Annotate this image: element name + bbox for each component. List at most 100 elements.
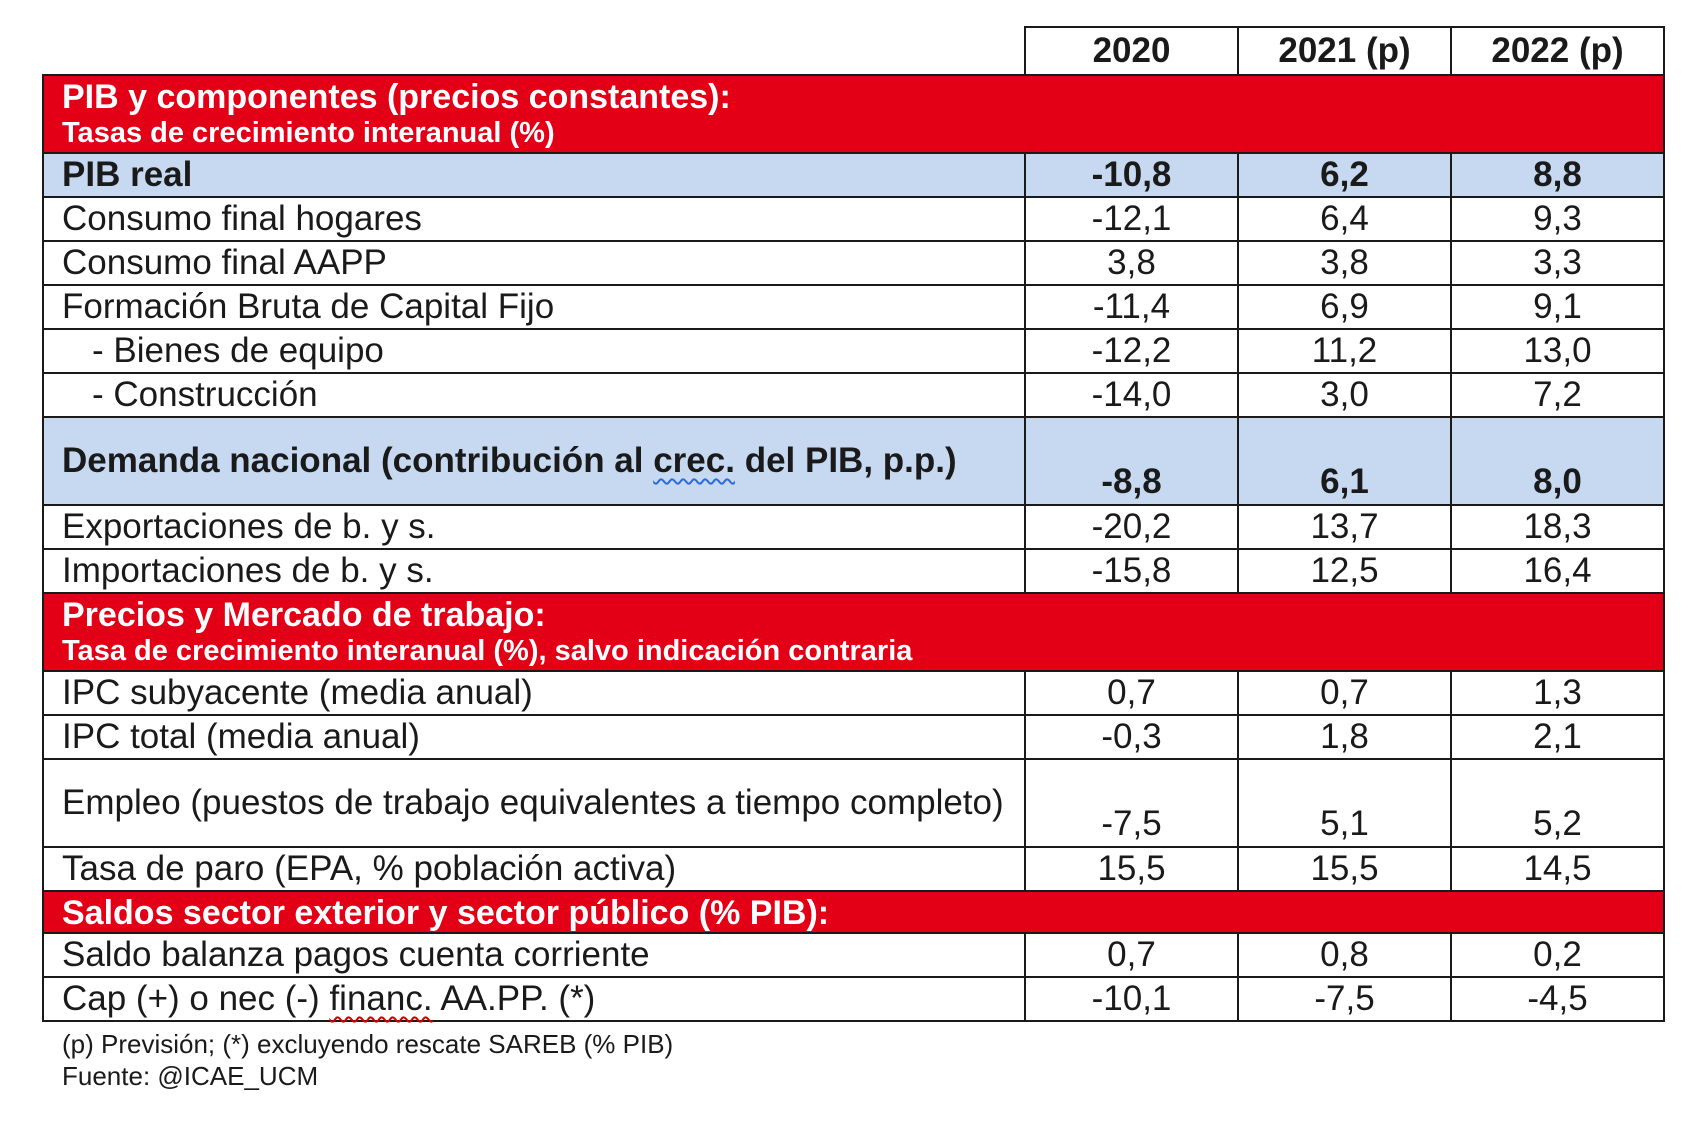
table-row-pib-real: PIB real -10,8 6,2 8,8 <box>42 152 1665 198</box>
section-header-cell: Saldos sector exterior y sector público … <box>42 890 1665 934</box>
table-row-empleo: Empleo (puestos de trabajo equivalentes … <box>42 758 1665 848</box>
value-2021: 6,1 <box>1237 416 1452 506</box>
value-2022: 5,2 <box>1450 758 1665 848</box>
value-2020: 15,5 <box>1024 846 1239 892</box>
spellcheck-flagged-word: crec. <box>653 441 735 480</box>
value-2022: 14,5 <box>1450 846 1665 892</box>
section-title: PIB y componentes (precios constantes): <box>62 78 731 116</box>
row-label: PIB real <box>42 152 1026 198</box>
table-row-construccion: - Construcción -14,0 3,0 7,2 <box>42 372 1665 418</box>
row-label: Tasa de paro (EPA, % población activa) <box>42 846 1026 892</box>
source-note: Fuente: @ICAE_UCM <box>62 1061 319 1091</box>
value-2021: 6,4 <box>1237 196 1452 242</box>
value-2022: 0,2 <box>1450 932 1665 978</box>
row-label: - Construcción <box>42 372 1026 418</box>
value-2020: 0,7 <box>1024 932 1239 978</box>
table-notes: (p) Previsión; (*) excluyendo rescate SA… <box>42 1028 1664 1092</box>
section-header-precios: Precios y Mercado de trabajo: Tasa de cr… <box>42 592 1665 672</box>
value-2020: -12,1 <box>1024 196 1239 242</box>
section-subtitle: Tasas de crecimiento interanual (%) <box>62 117 555 149</box>
table-row-cap-nec: Cap (+) o nec (-) financ. AA.PP. (*) -10… <box>42 976 1665 1022</box>
value-2021: 12,5 <box>1237 548 1452 594</box>
table-row-consumo-hogares: Consumo final hogares -12,1 6,4 9,3 <box>42 196 1665 242</box>
table-row-saldo-balanza: Saldo balanza pagos cuenta corriente 0,7… <box>42 932 1665 978</box>
value-2020: -15,8 <box>1024 548 1239 594</box>
value-2022: 2,1 <box>1450 714 1665 760</box>
row-label-part: AA.PP. (*) <box>432 979 596 1018</box>
table-row-demanda-nacional: Demanda nacional (contribución al crec. … <box>42 416 1665 506</box>
value-2022: 3,3 <box>1450 240 1665 286</box>
row-label-part: del PIB, p.p.) <box>734 441 957 480</box>
value-2020: -7,5 <box>1024 758 1239 848</box>
table-row-ipc-subyacente: IPC subyacente (media anual) 0,7 0,7 1,3 <box>42 670 1665 716</box>
forecast-table-container: 2020 2021 (p) 2022 (p) PIB y componentes… <box>42 26 1665 1092</box>
value-2022: 13,0 <box>1450 328 1665 374</box>
value-2022: 7,2 <box>1450 372 1665 418</box>
row-label-part: Demanda nacional (contribución al <box>62 441 654 480</box>
table-row-importaciones: Importaciones de b. y s. -15,8 12,5 16,4 <box>42 548 1665 594</box>
value-2020: -10,1 <box>1024 976 1239 1022</box>
value-2021: 1,8 <box>1237 714 1452 760</box>
row-label: Consumo final hogares <box>42 196 1026 242</box>
row-label: Importaciones de b. y s. <box>42 548 1026 594</box>
value-2021: 3,8 <box>1237 240 1452 286</box>
row-label: Formación Bruta de Capital Fijo <box>42 284 1026 330</box>
year-header-2020: 2020 <box>1024 26 1239 76</box>
table-row-exportaciones: Exportaciones de b. y s. -20,2 13,7 18,3 <box>42 504 1665 550</box>
value-2022: 18,3 <box>1450 504 1665 550</box>
value-2020: 0,7 <box>1024 670 1239 716</box>
value-2020: -0,3 <box>1024 714 1239 760</box>
section-subtitle: Tasa de crecimiento interanual (%), salv… <box>62 635 913 667</box>
forecast-table: 2020 2021 (p) 2022 (p) PIB y componentes… <box>42 26 1665 1022</box>
row-label: - Bienes de equipo <box>42 328 1026 374</box>
value-2020: -20,2 <box>1024 504 1239 550</box>
value-2022: 9,1 <box>1450 284 1665 330</box>
row-label: IPC total (media anual) <box>42 714 1026 760</box>
footnote: (p) Previsión; (*) excluyendo rescate SA… <box>62 1029 674 1059</box>
table-row-consumo-aapp: Consumo final AAPP 3,8 3,8 3,3 <box>42 240 1665 286</box>
year-header-2022: 2022 (p) <box>1450 26 1665 76</box>
value-2021: 6,9 <box>1237 284 1452 330</box>
section-header-saldos: Saldos sector exterior y sector público … <box>42 890 1665 934</box>
section-header-cell: PIB y componentes (precios constantes): … <box>42 74 1665 154</box>
value-2022: 9,3 <box>1450 196 1665 242</box>
value-2021: 0,8 <box>1237 932 1452 978</box>
row-label: Empleo (puestos de trabajo equivalentes … <box>42 758 1026 848</box>
value-2022: 1,3 <box>1450 670 1665 716</box>
row-label-part: Cap (+) o nec (-) <box>62 979 330 1018</box>
section-header-cell: Precios y Mercado de trabajo: Tasa de cr… <box>42 592 1665 672</box>
value-2021: -7,5 <box>1237 976 1452 1022</box>
value-2020: -8,8 <box>1024 416 1239 506</box>
section-header-pib: PIB y componentes (precios constantes): … <box>42 74 1665 154</box>
table-row-fbcf: Formación Bruta de Capital Fijo -11,4 6,… <box>42 284 1665 330</box>
header-blank-cell <box>43 27 1026 76</box>
row-label: Cap (+) o nec (-) financ. AA.PP. (*) <box>42 976 1026 1022</box>
value-2020: -10,8 <box>1024 152 1239 198</box>
row-label: Demanda nacional (contribución al crec. … <box>42 416 1026 506</box>
value-2022: 8,8 <box>1450 152 1665 198</box>
row-label: IPC subyacente (media anual) <box>42 670 1026 716</box>
value-2022: 16,4 <box>1450 548 1665 594</box>
value-2020: -11,4 <box>1024 284 1239 330</box>
table-row-tasa-paro: Tasa de paro (EPA, % población activa) 1… <box>42 846 1665 892</box>
value-2021: 6,2 <box>1237 152 1452 198</box>
row-label: Consumo final AAPP <box>42 240 1026 286</box>
section-title: Saldos sector exterior y sector público … <box>62 894 830 932</box>
value-2020: -12,2 <box>1024 328 1239 374</box>
value-2021: 0,7 <box>1237 670 1452 716</box>
row-label: Exportaciones de b. y s. <box>42 504 1026 550</box>
row-label: Saldo balanza pagos cuenta corriente <box>42 932 1026 978</box>
year-header-2021: 2021 (p) <box>1237 26 1452 76</box>
value-2021: 3,0 <box>1237 372 1452 418</box>
value-2021: 11,2 <box>1237 328 1452 374</box>
year-header-row: 2020 2021 (p) 2022 (p) <box>43 26 1665 76</box>
value-2021: 5,1 <box>1237 758 1452 848</box>
table-row-bienes-equipo: - Bienes de equipo -12,2 11,2 13,0 <box>42 328 1665 374</box>
value-2022: 8,0 <box>1450 416 1665 506</box>
value-2022: -4,5 <box>1450 976 1665 1022</box>
table-row-ipc-total: IPC total (media anual) -0,3 1,8 2,1 <box>42 714 1665 760</box>
value-2021: 13,7 <box>1237 504 1452 550</box>
value-2020: 3,8 <box>1024 240 1239 286</box>
value-2020: -14,0 <box>1024 372 1239 418</box>
section-title: Precios y Mercado de trabajo: <box>62 596 546 634</box>
